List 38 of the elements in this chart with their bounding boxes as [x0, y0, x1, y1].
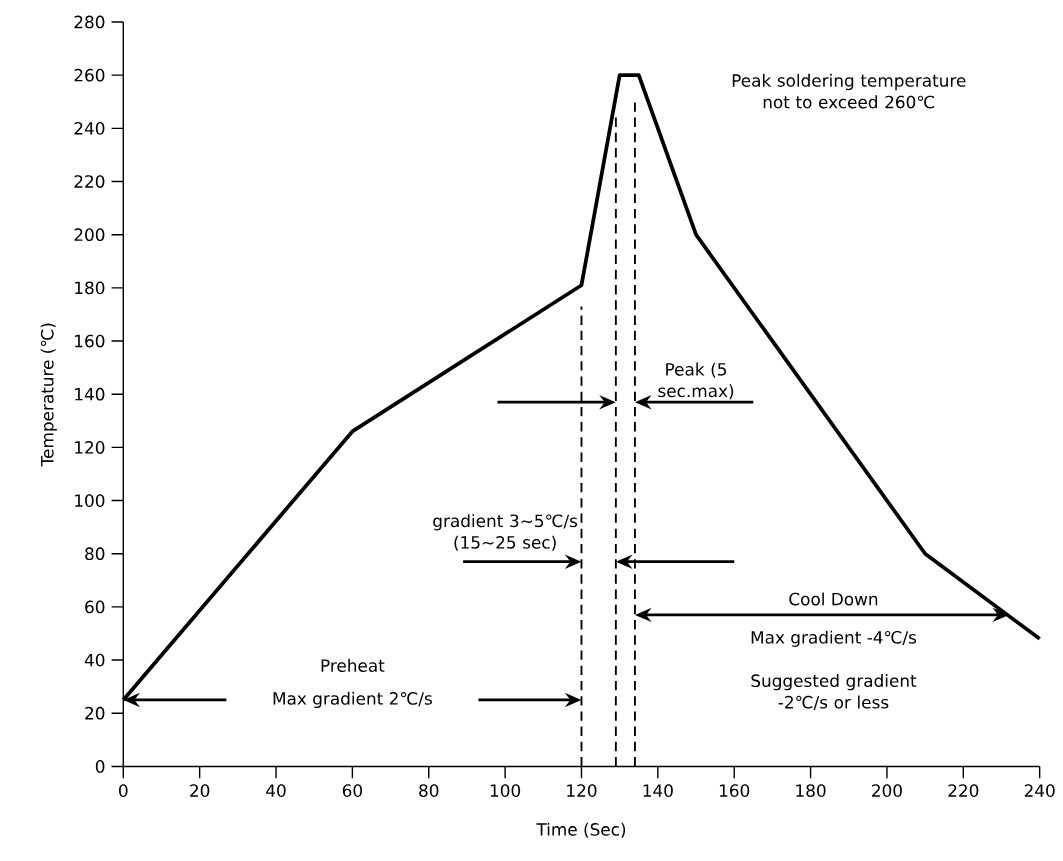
y-tick-label: 240	[74, 121, 105, 135]
y-tick-label: 20	[85, 706, 105, 720]
annotation: Suggested gradient -2℃/s or less	[751, 673, 917, 710]
y-tick-label: 0	[95, 760, 105, 773]
x-tick-label: 240	[1024, 784, 1055, 797]
x-tick-label: 40	[266, 784, 286, 797]
x-tick-label: 0	[119, 784, 128, 797]
y-tick-label: 220	[74, 175, 105, 188]
y-tick-label: 180	[75, 281, 105, 295]
x-tick-label: 100	[490, 784, 521, 797]
y-tick-label: 140	[75, 387, 105, 401]
annotation: Cool Down	[789, 592, 878, 606]
x-tick-label: 120	[567, 784, 597, 797]
y-tick-label: 200	[74, 228, 105, 242]
x-tick-label: 220	[948, 784, 979, 797]
y-tick-label: 100	[75, 494, 105, 507]
y-tick-label: 40	[84, 653, 105, 667]
x-tick-label: 140	[643, 784, 673, 797]
x-tick-label: 60	[342, 784, 363, 797]
x-axis-title: Time (Sec)	[536, 822, 626, 838]
x-tick-label: 200	[872, 784, 902, 797]
y-tick-label: 280	[74, 15, 105, 29]
annotation: gradient 3~5℃/s (15~25 sec)	[433, 514, 578, 551]
y-tick-label: 120	[75, 440, 105, 454]
x-tick-label: 180	[796, 784, 826, 797]
annotation: Preheat	[321, 658, 385, 672]
y-tick-label: 260	[74, 68, 105, 82]
x-tick-label: 20	[190, 784, 210, 797]
x-tick-label: 160	[719, 784, 750, 797]
annotation: Peak (5 sec.max)	[658, 362, 734, 400]
y-tick-label: 60	[85, 600, 105, 614]
y-tick-label: 160	[75, 334, 105, 348]
annotation: Max gradient -4℃/s	[751, 630, 917, 647]
y-tick-label: 80	[85, 547, 105, 561]
annotation: Max gradient 2℃/s	[273, 691, 432, 709]
y-axis-title: Temperature (℃)	[40, 323, 57, 467]
x-tick-label: 80	[419, 784, 439, 797]
annotation: Peak soldering temperature not to exceed 260℃	[732, 73, 966, 109]
